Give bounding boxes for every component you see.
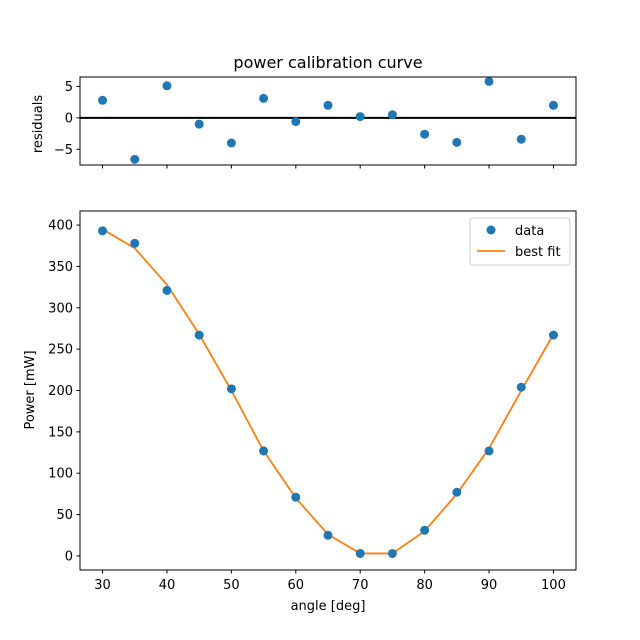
data-point bbox=[98, 226, 108, 236]
power-y-tick-label: 300 bbox=[48, 301, 73, 316]
power-x-tick-label: 60 bbox=[288, 578, 305, 593]
data-point bbox=[387, 548, 397, 558]
power-axes-frame bbox=[79, 210, 577, 571]
power-y-tick-label: 400 bbox=[48, 219, 73, 234]
data-point bbox=[516, 382, 526, 392]
data-point bbox=[194, 330, 204, 340]
power-x-tick-label: 80 bbox=[416, 578, 433, 593]
power-x-tick-label: 40 bbox=[159, 578, 176, 593]
residual-point bbox=[355, 112, 365, 122]
power-x-tick-label: 100 bbox=[541, 578, 566, 593]
power-y-tick-label: 0 bbox=[65, 549, 73, 564]
legend-data-label: data bbox=[515, 224, 544, 239]
residual-point bbox=[387, 110, 397, 120]
residual-point bbox=[259, 93, 269, 103]
residual-point bbox=[452, 137, 462, 147]
legend-best-fit-label: best fit bbox=[515, 245, 561, 260]
power-x-tick-label: 90 bbox=[481, 578, 498, 593]
power-y-axis-label: Power [mW] bbox=[23, 350, 38, 429]
residuals-y-tick-label: 0 bbox=[65, 111, 73, 126]
data-point bbox=[259, 446, 269, 456]
data-point bbox=[548, 330, 558, 340]
power-x-tick-label: 50 bbox=[223, 578, 240, 593]
power-y-ticks: 0 50 100 150 200 250 300 350 400 bbox=[48, 219, 80, 564]
power-x-axis-label: angle [deg] bbox=[291, 599, 366, 614]
data-point bbox=[130, 238, 140, 248]
power-x-ticks: 30 40 50 60 70 80 90 100 bbox=[94, 570, 566, 593]
residual-point bbox=[291, 117, 301, 127]
power-y-tick-label: 250 bbox=[48, 343, 73, 358]
power-y-tick-label: 100 bbox=[48, 467, 73, 482]
residual-point bbox=[98, 95, 108, 105]
residual-point bbox=[484, 76, 494, 86]
power-y-tick-label: 150 bbox=[48, 425, 73, 440]
power-y-tick-label: 350 bbox=[48, 260, 73, 275]
chart-title: power calibration curve bbox=[233, 53, 422, 72]
power-x-tick-label: 70 bbox=[352, 578, 369, 593]
residuals-x-ticks bbox=[102, 165, 554, 169]
residual-point bbox=[323, 100, 333, 110]
residual-point bbox=[516, 134, 526, 144]
data-point bbox=[226, 384, 236, 394]
power-x-tick-label: 30 bbox=[94, 578, 111, 593]
data-point bbox=[323, 530, 333, 540]
residual-point bbox=[420, 129, 430, 139]
data-point bbox=[420, 525, 430, 535]
data-points bbox=[98, 226, 558, 558]
data-point bbox=[452, 487, 462, 497]
residuals-points bbox=[98, 76, 558, 164]
residual-point bbox=[130, 154, 140, 164]
residuals-y-tick-label: −5 bbox=[54, 143, 73, 158]
residual-point bbox=[226, 138, 236, 148]
data-point bbox=[355, 548, 365, 558]
data-point bbox=[162, 285, 172, 295]
legend-data-marker bbox=[486, 225, 496, 235]
data-point bbox=[484, 446, 494, 456]
residual-point bbox=[194, 119, 204, 129]
data-point bbox=[291, 492, 301, 502]
residual-point bbox=[162, 81, 172, 91]
residuals-panel: power calibration curve −5 0 5 residuals bbox=[31, 53, 577, 169]
legend: data best fit bbox=[469, 217, 571, 266]
residuals-axes-frame bbox=[79, 76, 577, 166]
power-y-tick-label: 50 bbox=[56, 508, 73, 523]
residuals-y-tick-label: 5 bbox=[65, 80, 73, 95]
power-panel: 0 50 100 150 200 250 300 350 400 30 40 50 60 70 80 90 1… bbox=[23, 210, 577, 614]
residual-point bbox=[548, 100, 558, 110]
residuals-y-axis-label: residuals bbox=[31, 95, 46, 154]
power-y-tick-label: 200 bbox=[48, 384, 73, 399]
residuals-y-ticks: −5 0 5 bbox=[54, 80, 80, 158]
